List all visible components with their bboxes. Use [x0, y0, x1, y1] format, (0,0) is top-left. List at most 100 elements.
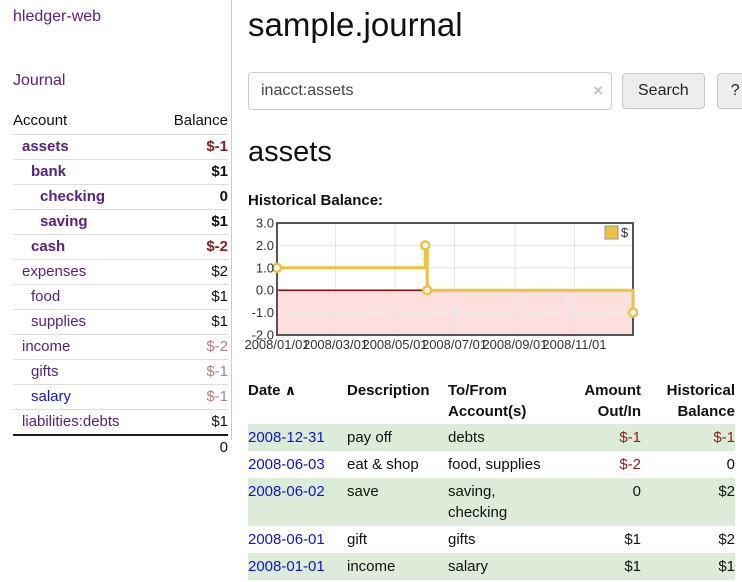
sidebar-account-link[interactable]: liabilities:debts [22, 413, 120, 430]
transaction-accounts-cell: debts [448, 424, 572, 451]
chart-x-tick-label: 2008/09/01 [482, 337, 547, 352]
sidebar-account-balance: $-1 [206, 138, 228, 155]
transaction-date-cell: 2008-06-02 [248, 478, 347, 526]
sidebar-account-row: supplies $1 [13, 309, 228, 335]
transaction-amount-cell: $-2 [619, 456, 641, 473]
transaction-accounts-cell: food, supplies [448, 456, 541, 473]
nav-journal-link[interactable]: Journal [13, 72, 66, 89]
sidebar-account-balance: 0 [219, 188, 228, 205]
transaction-accounts-cell: gifts [448, 531, 476, 548]
transaction-date-link[interactable]: 2008-06-02 [248, 483, 325, 500]
sidebar-account-balance: $-1 [206, 363, 228, 380]
sidebar-total-row: 0 [13, 435, 228, 460]
sort-ascending-icon: ∧ [284, 382, 297, 398]
sidebar-account-balance: $2 [211, 263, 228, 280]
chart-title: Historical Balance: [248, 192, 384, 209]
register-row: 2008-06-03 eat & shop food, supplies $-2 0 [248, 451, 735, 478]
main-content: sample.journal × Search ? assets Histori… [232, 0, 742, 580]
transaction-date-link[interactable]: 2008-12-31 [248, 429, 325, 446]
chart-y-tick-label: 1.0 [256, 260, 274, 275]
date-column-header[interactable]: Date ∧ [248, 378, 347, 424]
sidebar-account-balance: $-1 [206, 388, 228, 405]
sidebar-account-link[interactable]: gifts [31, 363, 59, 380]
sidebar-account-link[interactable]: assets [22, 138, 69, 155]
transaction-accounts-cell: salary [448, 553, 572, 580]
chart-y-tick-label: 2.0 [256, 238, 274, 253]
sidebar-account-link[interactable]: cash [31, 238, 66, 255]
account-heading: assets [248, 136, 332, 168]
register-row: 2008-01-01 income salary $1 $1 [248, 553, 735, 580]
register-header-row: Date ∧ Description To/From Account(s) Am… [248, 378, 735, 424]
chart-y-tick-label: 0.0 [256, 283, 274, 298]
sidebar-total-balance: 0 [219, 439, 228, 456]
sidebar-account-row: assets $-1 [13, 134, 228, 160]
transaction-balance-cell: $2 [641, 478, 735, 526]
sidebar: hledger-web Journal Account Balance asse… [0, 0, 232, 456]
sidebar-account-row: liabilities:debts $1 [13, 409, 228, 436]
sidebar-account-balance: $1 [211, 163, 228, 180]
transaction-accounts-cell: saving, checking [448, 478, 572, 526]
chart-x-tick-label: 2008/07/01 [422, 337, 487, 352]
chart-x-tick-label: 2008/05/01 [362, 337, 427, 352]
sidebar-account-link[interactable]: food [31, 288, 61, 305]
search-input[interactable] [248, 72, 612, 110]
sidebar-account-row: cash $-2 [13, 234, 228, 260]
transaction-date-cell: 2008-12-31 [248, 424, 347, 451]
transaction-description-cell: income [347, 553, 448, 580]
date-header-label: Date [248, 382, 281, 399]
register-row: 2008-12-31 pay off debts $-1 $-1 [248, 424, 735, 451]
sidebar-account-row: food $1 [13, 284, 228, 310]
transaction-balance-cell: 0 [726, 456, 735, 473]
chart-data-point [627, 307, 639, 318]
register-row: 2008-06-02 save saving, checking 0 $2 [248, 478, 735, 526]
sidebar-account-row: bank $1 [13, 159, 228, 185]
sidebar-account-row: expenses $2 [13, 259, 228, 285]
transaction-balance-cell: $-1 [641, 424, 735, 451]
transaction-date-link[interactable]: 2008-06-01 [248, 531, 325, 548]
chart-data-point [421, 284, 433, 296]
brand-link[interactable]: hledger-web [13, 8, 102, 25]
sidebar-account-link[interactable]: saving [40, 213, 88, 230]
chart-data-point [271, 262, 283, 274]
sidebar-account-link[interactable]: income [22, 338, 71, 355]
sidebar-account-balance: $1 [211, 213, 228, 230]
chart-data-point [420, 240, 431, 251]
clear-search-icon[interactable]: × [593, 81, 603, 100]
transaction-date-link[interactable]: 2008-01-01 [248, 558, 325, 575]
chart-legend-label: $ [621, 225, 629, 240]
search-form: × Search ? [248, 72, 742, 110]
balance-column-header-register: Historical Balance [666, 382, 735, 420]
sidebar-account-link[interactable]: checking [40, 188, 106, 205]
transaction-description-cell: gift [347, 531, 368, 548]
chart-x-tick-label: 2008/11/01 [542, 337, 606, 352]
sidebar-account-link[interactable]: salary [31, 388, 72, 405]
accounts-column-header: To/From Account(s) [448, 382, 527, 420]
sidebar-account-row: income $-2 [13, 334, 228, 360]
transaction-description-cell: pay off [347, 424, 448, 451]
sidebar-account-balance: $1 [211, 313, 228, 330]
help-button[interactable]: ? [716, 73, 742, 109]
transaction-balance-cell: $1 [641, 553, 735, 580]
sidebar-accounts-table: Account Balance assets $-1 bank $1 checking 0… [13, 110, 228, 460]
transaction-date-cell: 2008-06-01 [248, 526, 347, 553]
sidebar-account-link[interactable]: bank [31, 163, 67, 180]
sidebar-account-link[interactable]: supplies [31, 313, 87, 330]
sidebar-account-row: checking 0 [13, 184, 228, 210]
transaction-amount-cell: 0 [572, 478, 641, 526]
chart-y-tick-label: -2.0 [252, 328, 274, 343]
register-body: 2008-12-31 pay off debts $-1 $-1 2008-06-03 ea… [248, 424, 735, 580]
transaction-date-link[interactable]: 2008-06-03 [248, 456, 325, 473]
transaction-amount-cell: $-1 [572, 424, 641, 451]
chart-x-tick-label: 2008/03/01 [303, 337, 368, 352]
balance-chart[interactable]: $3.0 2.0 1.0 0.0 -1.0 -2.02008/01/012008/03/0… [244, 216, 742, 363]
search-button[interactable]: Search [622, 73, 705, 109]
account-column-header: Account [13, 112, 68, 129]
chart-y-tick-label: -1.0 [252, 305, 274, 320]
transaction-date-cell: 2008-01-01 [248, 553, 347, 580]
amount-column-header: Amount Out/In [584, 382, 641, 420]
register-table: Date ∧ Description To/From Account(s) Am… [248, 378, 735, 580]
transaction-amount-cell: $1 [572, 553, 641, 580]
chart-border [276, 222, 634, 336]
chart-y-tick-label: 3.0 [256, 216, 274, 231]
sidebar-account-link[interactable]: expenses [22, 263, 87, 280]
